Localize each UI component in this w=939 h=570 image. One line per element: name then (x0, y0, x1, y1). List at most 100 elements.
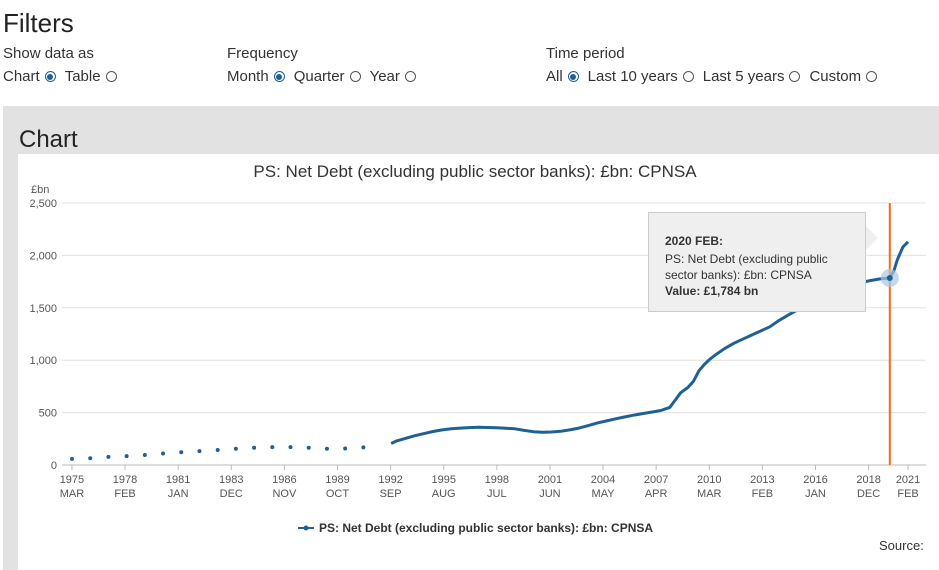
hover-point (886, 275, 893, 282)
tooltip-value: Value: £1,784 bn (665, 284, 759, 298)
radio-all[interactable] (567, 71, 579, 82)
tooltip-header: 2020 FEB: (665, 234, 724, 248)
option-quarter-label: Quarter (293, 68, 345, 85)
option-last-10-years[interactable]: Last 10 years (588, 68, 703, 85)
x-tick-year: 2010 (697, 474, 721, 486)
option-last-10-years-label: Last 10 years (587, 68, 678, 85)
data-point (179, 450, 184, 455)
option-last-5-years[interactable]: Last 5 years (703, 68, 810, 85)
radio-quarter[interactable] (349, 71, 361, 82)
option-quarter[interactable]: Quarter (294, 68, 370, 85)
option-year-label: Year (369, 68, 400, 85)
source-label: Source: (879, 538, 924, 553)
time-period-options: All Last 10 years Last 5 years Custom (546, 68, 886, 85)
x-tick-year: 2016 (803, 474, 827, 486)
chart-title: PS: Net Debt (excluding public sector ba… (253, 162, 697, 181)
legend-swatch-dot (303, 525, 309, 531)
radio-last-5-years[interactable] (789, 71, 801, 82)
y-tick-label: 2,500 (29, 198, 57, 210)
data-point (124, 454, 129, 459)
data-point (215, 448, 220, 453)
data-point (70, 456, 74, 461)
data-point (142, 453, 147, 458)
radio-year[interactable] (404, 71, 416, 82)
option-all[interactable]: All (546, 68, 588, 85)
x-tick-year: 1989 (325, 474, 349, 486)
x-tick-month: JUN (539, 488, 560, 500)
radio-custom[interactable] (866, 71, 878, 82)
option-last-5-years-label: Last 5 years (702, 68, 785, 85)
data-point (288, 445, 293, 450)
y-axis-label: £bn (31, 184, 49, 196)
filters-title: Filters (3, 8, 74, 38)
option-custom[interactable]: Custom (809, 68, 886, 85)
option-table-label: Table (64, 68, 101, 85)
tooltip-series: PS: Net Debt (excluding public sector ba… (665, 252, 828, 282)
x-tick-year: 1983 (219, 474, 243, 486)
data-point (252, 445, 257, 450)
option-all-label: All (546, 68, 563, 85)
time-period-label: Time period (546, 45, 625, 62)
radio-month[interactable] (273, 71, 285, 82)
x-tick-year: 2013 (750, 474, 774, 486)
frequency-options: Month Quarter Year (227, 68, 425, 85)
data-point (306, 445, 311, 450)
x-tick-month: DEC (220, 488, 243, 500)
y-tick-label: 2,000 (29, 250, 57, 262)
option-table[interactable]: Table (65, 68, 126, 85)
y-tick-label: 0 (51, 460, 57, 472)
legend-label: PS: Net Debt (excluding public sector ba… (319, 521, 653, 535)
x-tick-month: SEP (380, 488, 402, 500)
y-tick-label: 1,000 (29, 355, 57, 367)
option-chart[interactable]: Chart (3, 68, 65, 85)
show-data-as-options: Chart Table (3, 68, 126, 85)
x-tick-month: MAR (697, 488, 722, 500)
option-year[interactable]: Year (370, 68, 425, 85)
x-tick-month: JUL (487, 488, 507, 500)
y-tick-label: 1,500 (29, 303, 57, 315)
radio-chart[interactable] (44, 71, 56, 82)
x-tick-year: 2021 (896, 474, 920, 486)
data-point (197, 449, 202, 454)
x-tick-year: 2004 (591, 474, 615, 486)
x-tick-month: JAN (168, 488, 189, 500)
x-tick-month: NOV (272, 488, 297, 500)
data-point (324, 446, 329, 451)
x-tick-month: MAY (592, 488, 616, 500)
show-data-as-label: Show data as (3, 45, 94, 62)
data-point (361, 445, 366, 450)
x-tick-year: 1992 (378, 474, 402, 486)
y-tick-label: 500 (39, 408, 57, 420)
x-tick-year: 2018 (856, 474, 880, 486)
radio-table[interactable] (105, 71, 117, 82)
x-tick-month: AUG (432, 488, 456, 500)
x-tick-year: 2001 (538, 474, 562, 486)
data-point (270, 445, 275, 450)
option-month[interactable]: Month (227, 68, 294, 85)
x-tick-month: FEB (114, 488, 135, 500)
data-point (343, 446, 348, 451)
x-tick-year: 1998 (485, 474, 509, 486)
radio-last-10-years[interactable] (682, 71, 694, 82)
x-tick-year: 1975 (60, 474, 84, 486)
tooltip-arrow (865, 225, 878, 251)
x-tick-month: JAN (805, 488, 826, 500)
data-point (161, 451, 166, 456)
data-point (88, 456, 93, 461)
x-tick-month: MAR (60, 488, 85, 500)
x-tick-month: OCT (326, 488, 350, 500)
option-chart-label: Chart (3, 68, 40, 85)
x-tick-month: APR (645, 488, 668, 500)
data-point (233, 446, 238, 451)
x-tick-month: DEC (857, 488, 880, 500)
x-tick-year: 2007 (644, 474, 668, 486)
x-tick-year: 1995 (431, 474, 455, 486)
data-point (106, 454, 111, 459)
x-tick-year: 1978 (113, 474, 137, 486)
x-tick-month: FEB (897, 488, 918, 500)
tooltip: 2020 FEB: PS: Net Debt (excluding public… (648, 212, 866, 312)
option-month-label: Month (227, 68, 269, 85)
panel-title: Chart (19, 126, 78, 153)
frequency-label: Frequency (227, 45, 298, 62)
